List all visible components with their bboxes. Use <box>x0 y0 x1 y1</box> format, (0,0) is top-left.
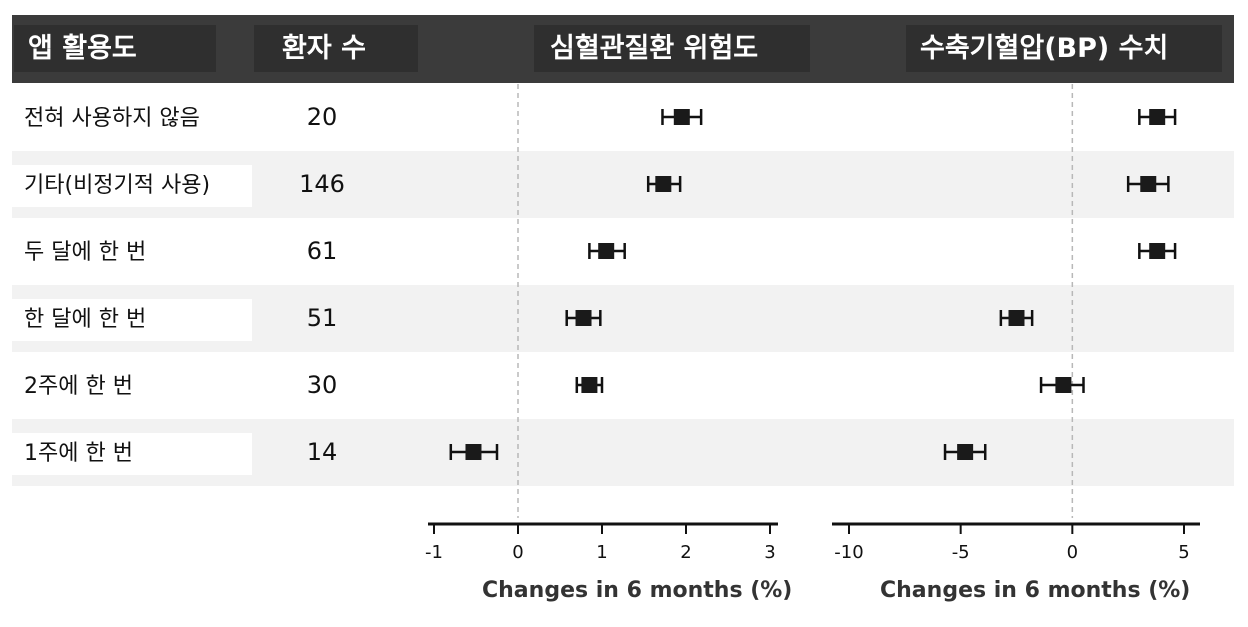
x-axis-label-sbp: Changes in 6 months (%) <box>880 578 1191 603</box>
patient-count: 61 <box>306 237 338 265</box>
x-tick-label: 0 <box>512 542 523 563</box>
point-estimate <box>1140 176 1157 192</box>
row-label: 1주에 한 번 <box>12 433 252 475</box>
x-tick-label: -1 <box>425 542 443 563</box>
x-tick-label: -5 <box>952 542 970 563</box>
point-estimate <box>1008 310 1025 326</box>
header-app-usage: 앱 활용도 <box>14 25 216 72</box>
point-estimate <box>957 444 974 460</box>
patient-count: 20 <box>306 103 338 131</box>
point-estimate <box>598 243 615 259</box>
patient-count: 146 <box>299 170 345 198</box>
point-estimate <box>465 444 482 460</box>
patient-count: 14 <box>306 438 338 466</box>
x-tick-label: 2 <box>680 542 691 563</box>
header-sbp: 수축기혈압(BP) 수치 <box>906 25 1222 72</box>
x-tick-label: 3 <box>764 542 775 563</box>
point-estimate <box>673 109 690 125</box>
header-patient-count: 환자 수 <box>254 25 418 72</box>
point-estimate <box>1149 243 1166 259</box>
x-tick-label: 5 <box>1178 542 1189 563</box>
point-estimate <box>655 176 672 192</box>
x-tick-label: 0 <box>1067 542 1078 563</box>
header-cv-risk: 심혈관질환 위험도 <box>534 25 810 72</box>
patient-count: 51 <box>306 304 338 332</box>
point-estimate <box>575 310 592 326</box>
x-tick-label: -10 <box>834 542 863 563</box>
row-label: 두 달에 한 번 <box>12 232 252 274</box>
x-tick-label: 1 <box>596 542 607 563</box>
x-axis-label-cv: Changes in 6 months (%) <box>482 578 793 603</box>
point-estimate <box>581 377 598 393</box>
point-estimate <box>1055 377 1072 393</box>
patient-count: 30 <box>306 371 338 399</box>
row-label: 한 달에 한 번 <box>12 299 252 341</box>
row-label: 기타(비정기적 사용) <box>12 165 252 207</box>
row-label: 2주에 한 번 <box>12 366 252 408</box>
point-estimate <box>1149 109 1166 125</box>
row-label: 전혀 사용하지 않음 <box>12 98 252 140</box>
